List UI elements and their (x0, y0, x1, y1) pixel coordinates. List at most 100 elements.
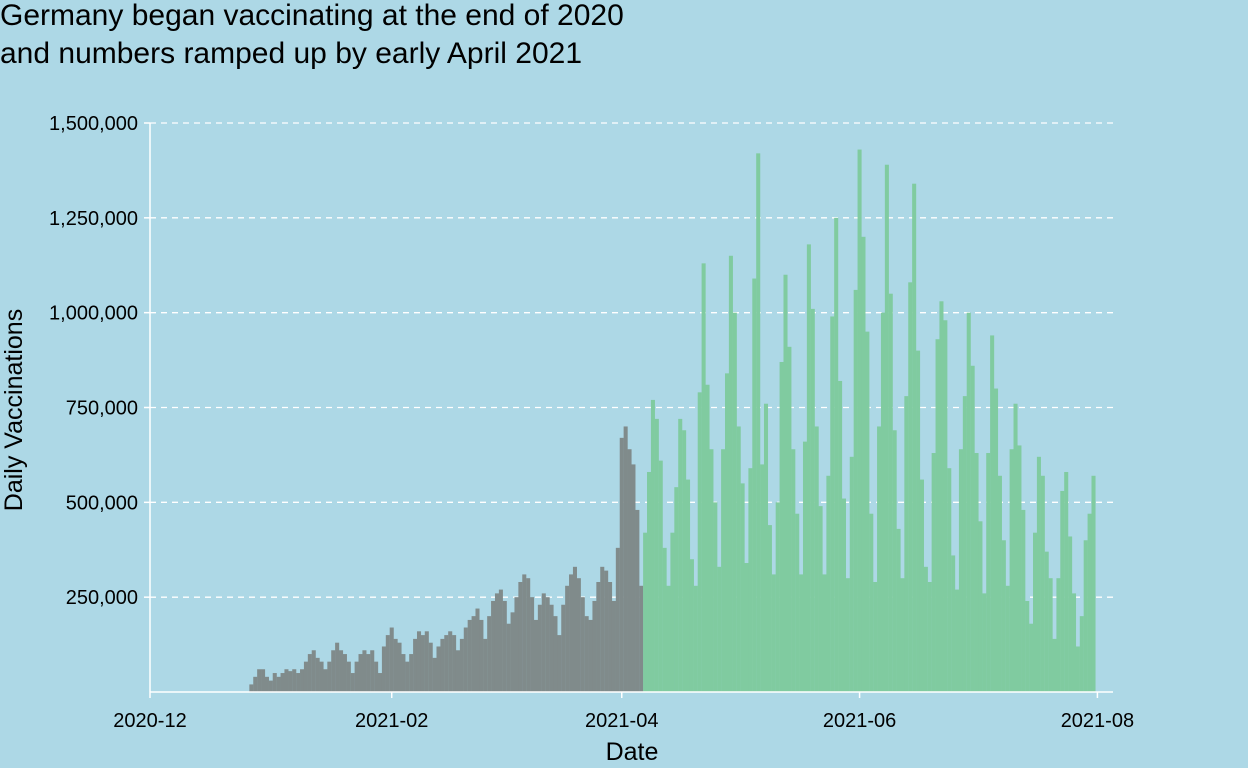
bar (1087, 513, 1092, 692)
bar (455, 650, 461, 692)
bar (732, 312, 737, 692)
bar (760, 464, 765, 692)
bar (1017, 445, 1022, 692)
bar (810, 308, 815, 692)
bar (315, 657, 320, 692)
bar (288, 671, 293, 692)
bar (452, 635, 457, 692)
bar (728, 255, 733, 692)
y-tick-label: 750,000 (66, 398, 138, 420)
bar (923, 566, 928, 692)
bar (1056, 578, 1061, 692)
bar (662, 547, 667, 692)
bar (276, 676, 281, 692)
bar (966, 312, 971, 692)
bar (767, 525, 772, 692)
bar (970, 365, 975, 692)
bar (721, 449, 726, 692)
bar (1064, 471, 1069, 692)
bar (1036, 456, 1041, 692)
bar (1048, 578, 1053, 692)
chart-title-line-1: Germany began vaccinating at the end of … (0, 0, 624, 32)
bar (849, 456, 854, 692)
bar (331, 650, 336, 692)
bar (943, 320, 948, 692)
bar (533, 619, 539, 692)
bar (307, 654, 312, 692)
bar (327, 661, 332, 692)
bar (366, 654, 371, 692)
bar (814, 426, 819, 692)
bar (362, 650, 367, 692)
bar (261, 669, 266, 692)
bar (467, 619, 472, 692)
bar (1001, 540, 1006, 692)
bar (323, 669, 328, 692)
bar (545, 597, 550, 692)
bar (319, 661, 324, 692)
bar (374, 661, 379, 692)
bar (795, 513, 800, 692)
bar (565, 585, 570, 692)
bar (631, 464, 636, 692)
bar (514, 597, 519, 692)
bar (955, 589, 960, 692)
bar (370, 650, 375, 692)
bar (335, 642, 340, 692)
bar (951, 555, 956, 692)
bar (416, 631, 422, 692)
bar (389, 627, 394, 692)
bar (713, 502, 718, 692)
bar (962, 396, 967, 692)
bar (627, 449, 632, 692)
x-tick-label: 2020-12 (113, 710, 186, 732)
bar (600, 566, 605, 692)
bar (935, 339, 940, 692)
bar (588, 619, 593, 692)
bar (678, 418, 683, 692)
bar (393, 638, 398, 692)
bar (670, 532, 675, 692)
bar (689, 559, 694, 692)
bar (604, 570, 609, 692)
bar (569, 574, 574, 692)
bar (385, 635, 390, 692)
bar (802, 441, 808, 692)
bar (873, 581, 878, 692)
bar (424, 631, 429, 692)
bar (615, 547, 620, 692)
bar (623, 426, 628, 692)
bar (974, 453, 979, 692)
bar (919, 479, 924, 692)
bar (806, 244, 811, 693)
bar (994, 388, 999, 692)
bar (487, 616, 492, 692)
bar (346, 661, 351, 692)
bar (296, 673, 301, 692)
bar (982, 593, 987, 692)
bar (561, 604, 566, 692)
bar (990, 335, 995, 692)
y-tick-label: 1,500,000 (49, 113, 138, 135)
bar (791, 449, 796, 692)
bar (448, 631, 453, 692)
bar (771, 574, 776, 692)
bar (912, 183, 917, 692)
bar (1083, 540, 1088, 692)
bar (510, 612, 515, 692)
bar (834, 217, 839, 693)
bar (654, 418, 659, 692)
bar (701, 263, 706, 692)
bar (494, 593, 500, 692)
bar (358, 654, 363, 692)
x-tick-label: 2021-06 (823, 710, 896, 732)
bar (459, 638, 464, 692)
y-tick-label: 1,250,000 (49, 208, 138, 230)
bar (1052, 638, 1057, 692)
bar (1021, 509, 1026, 692)
bar (537, 604, 542, 692)
bar (865, 331, 870, 692)
bar (650, 399, 655, 692)
bar (1032, 532, 1038, 692)
bar (475, 608, 480, 692)
